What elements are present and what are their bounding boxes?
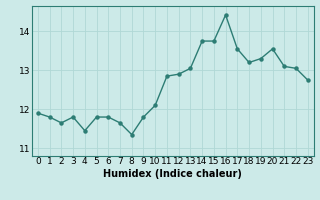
X-axis label: Humidex (Indice chaleur): Humidex (Indice chaleur)	[103, 169, 242, 179]
